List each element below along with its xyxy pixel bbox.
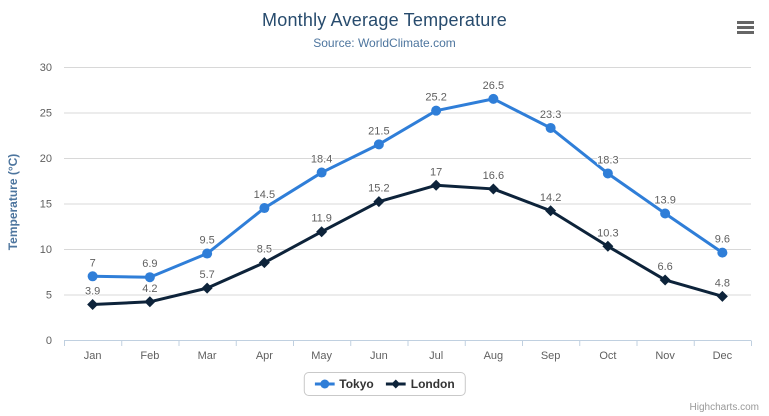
x-tick-label: Feb [140, 350, 159, 362]
data-label: 4.8 [715, 277, 730, 289]
legend-circle-icon [314, 379, 335, 389]
y-tick-label: 15 [40, 199, 52, 211]
x-tick-label: Dec [713, 350, 733, 362]
data-label: 6.6 [657, 261, 672, 273]
data-label: 3.9 [85, 286, 100, 298]
x-tick-label: May [311, 350, 332, 362]
data-point-marker[interactable] [487, 183, 499, 195]
data-label: 6.9 [142, 258, 157, 270]
series-line [91, 97, 724, 279]
y-tick-label: 0 [46, 335, 52, 347]
data-label: 15.2 [368, 183, 389, 195]
hamburger-icon [736, 25, 754, 29]
data-point-marker[interactable] [373, 139, 384, 150]
data-point-marker[interactable] [259, 203, 270, 214]
data-label: 18.4 [311, 154, 332, 166]
data-point-marker[interactable] [488, 93, 499, 104]
export-menu-button[interactable] [733, 17, 757, 37]
x-tick-label: Jul [429, 350, 443, 362]
data-point-marker[interactable] [316, 167, 327, 178]
credits-link[interactable]: Highcharts.com [689, 402, 759, 413]
x-tick-label: Sep [541, 350, 561, 362]
data-label: 14.2 [540, 192, 561, 204]
data-label: 26.5 [483, 80, 504, 92]
series-tokyo: 7 6.9 9.5 14.5 18.4 21.5 25.2 26.5 23.3 18.3 13.9 9… [87, 79, 731, 283]
x-tick-label: Apr [256, 350, 273, 362]
data-point-marker[interactable] [717, 247, 728, 258]
hamburger-icon [736, 20, 754, 24]
x-tick-label: Aug [484, 350, 504, 362]
data-point-marker[interactable] [258, 257, 270, 269]
data-point-marker[interactable] [545, 122, 556, 133]
data-point-marker[interactable] [660, 208, 671, 219]
data-point-marker[interactable] [602, 168, 613, 179]
data-label: 13.9 [654, 195, 675, 207]
chart-subtitle: Source: WorldClimate.com [313, 36, 456, 50]
legend: Tokyo London [303, 372, 466, 396]
data-point-marker[interactable] [87, 271, 98, 282]
data-label: 14.5 [254, 189, 275, 201]
y-tick-label: 5 [46, 290, 52, 302]
legend-item-tokyo[interactable]: Tokyo [314, 377, 374, 391]
x-tick-label: Jan [84, 350, 102, 362]
data-point-marker[interactable] [545, 205, 557, 217]
data-point-marker[interactable] [202, 248, 213, 259]
legend-item-london[interactable]: London [385, 377, 455, 391]
data-point-marker[interactable] [659, 274, 671, 286]
data-label: 8.5 [257, 244, 272, 256]
data-point-marker[interactable] [602, 240, 614, 252]
data-point-marker[interactable] [430, 179, 442, 191]
data-label: 5.7 [199, 269, 214, 281]
data-label: 21.5 [368, 125, 389, 137]
series-london: 3.9 4.2 5.7 8.5 11.9 15.2 17 16.6 14.2 10.3 6.6 4.8 [84, 165, 731, 311]
data-label: 11.9 [311, 213, 332, 225]
chart-title: Monthly Average Temperature [262, 10, 507, 30]
data-point-marker[interactable] [316, 226, 328, 238]
data-label: 25.2 [425, 92, 446, 104]
data-label: 17 [430, 166, 442, 178]
series-line [91, 183, 724, 307]
y-tick-label: 10 [40, 244, 52, 256]
data-point-marker[interactable] [144, 296, 156, 308]
data-label: 10.3 [597, 227, 618, 239]
data-label: 4.2 [142, 283, 157, 295]
data-point-marker[interactable] [716, 290, 728, 302]
data-label: 16.6 [483, 170, 504, 182]
data-point-marker[interactable] [87, 299, 99, 311]
legend-diamond-icon [385, 379, 406, 389]
y-tick-label: 25 [40, 108, 52, 120]
data-label: 23.3 [540, 109, 561, 121]
data-label: 7 [90, 257, 96, 269]
data-point-marker[interactable] [144, 272, 155, 283]
data-point-marker[interactable] [373, 196, 385, 208]
data-label: 9.5 [199, 235, 214, 247]
y-tick-label: 30 [40, 62, 52, 74]
x-tick-label: Mar [198, 350, 217, 362]
y-tick-label: 20 [40, 153, 52, 165]
data-label: 9.6 [715, 234, 730, 246]
data-label: 18.3 [597, 154, 618, 166]
data-point-marker[interactable] [431, 105, 442, 116]
legend-label: Tokyo [339, 377, 374, 391]
hamburger-icon [736, 30, 754, 34]
legend-label: London [410, 377, 455, 391]
data-point-marker[interactable] [201, 282, 213, 294]
x-tick-label: Nov [655, 350, 675, 362]
x-tick-label: Oct [599, 350, 616, 362]
x-tick-label: Jun [370, 350, 388, 362]
